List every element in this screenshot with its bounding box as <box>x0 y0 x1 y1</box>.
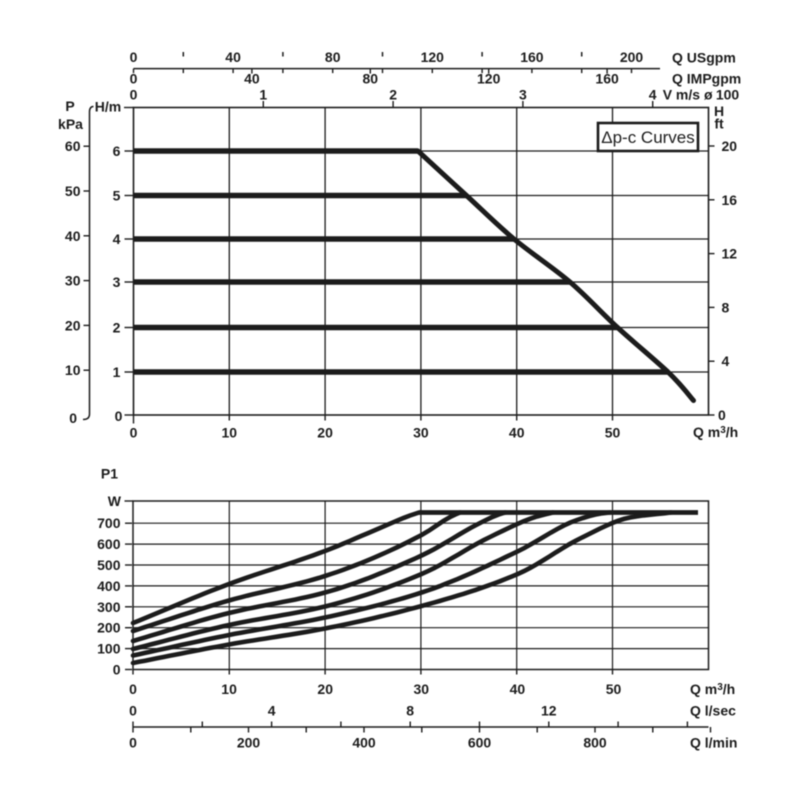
svg-text:V m/s ø: V m/s ø <box>663 87 713 103</box>
svg-text:50: 50 <box>65 183 81 199</box>
svg-text:200: 200 <box>237 735 261 751</box>
svg-text:Q m3/h: Q m3/h <box>693 424 738 440</box>
svg-text:Δp-c Curves: Δp-c Curves <box>601 128 695 147</box>
svg-text:60: 60 <box>65 138 81 154</box>
svg-text:kPa: kPa <box>58 116 83 132</box>
svg-text:200: 200 <box>97 620 121 636</box>
svg-text:20: 20 <box>65 317 81 333</box>
svg-text:4: 4 <box>649 87 657 103</box>
svg-text:W: W <box>108 493 122 509</box>
svg-text:2: 2 <box>389 87 397 103</box>
svg-text:160: 160 <box>595 71 619 87</box>
svg-text:0: 0 <box>130 425 138 441</box>
svg-text:Q l/min: Q l/min <box>690 735 737 751</box>
svg-text:8: 8 <box>406 703 414 719</box>
svg-text:20: 20 <box>722 138 738 154</box>
svg-text:Q l/sec: Q l/sec <box>690 703 736 719</box>
svg-text:100: 100 <box>716 87 740 103</box>
svg-text:120: 120 <box>421 49 445 65</box>
svg-text:600: 600 <box>468 735 492 751</box>
svg-text:10: 10 <box>221 681 237 697</box>
svg-text:160: 160 <box>520 49 544 65</box>
svg-text:0: 0 <box>130 49 138 65</box>
svg-text:100: 100 <box>97 641 121 657</box>
svg-text:H: H <box>714 103 724 119</box>
svg-text:0: 0 <box>130 71 138 87</box>
svg-text:Q IMPgpm: Q IMPgpm <box>672 71 741 87</box>
svg-text:40: 40 <box>65 228 81 244</box>
svg-text:600: 600 <box>97 536 121 552</box>
svg-text:200: 200 <box>620 49 644 65</box>
svg-text:0: 0 <box>113 662 121 678</box>
svg-text:0: 0 <box>129 681 137 697</box>
svg-text:10: 10 <box>65 362 81 378</box>
svg-text:0: 0 <box>718 407 726 423</box>
svg-text:Q m3/h: Q m3/h <box>690 681 735 697</box>
svg-text:30: 30 <box>65 273 81 289</box>
svg-text:300: 300 <box>97 599 121 615</box>
svg-text:30: 30 <box>414 681 430 697</box>
svg-text:H/m: H/m <box>95 99 121 115</box>
svg-text:1: 1 <box>113 364 121 380</box>
svg-text:0: 0 <box>69 410 77 426</box>
svg-text:400: 400 <box>352 735 376 751</box>
svg-text:2: 2 <box>113 320 121 336</box>
svg-text:700: 700 <box>97 515 121 531</box>
svg-text:80: 80 <box>325 49 341 65</box>
svg-text:0: 0 <box>129 703 137 719</box>
svg-text:16: 16 <box>722 192 738 208</box>
svg-text:800: 800 <box>583 735 607 751</box>
svg-text:3: 3 <box>113 274 121 290</box>
svg-text:10: 10 <box>222 425 238 441</box>
svg-text:40: 40 <box>244 71 260 87</box>
svg-text:40: 40 <box>510 681 526 697</box>
svg-text:3: 3 <box>519 87 527 103</box>
svg-text:1: 1 <box>259 87 267 103</box>
svg-text:0: 0 <box>129 735 137 751</box>
svg-text:4: 4 <box>722 353 730 369</box>
svg-text:5: 5 <box>113 188 121 204</box>
svg-text:6: 6 <box>113 143 121 159</box>
svg-text:8: 8 <box>722 299 730 315</box>
svg-text:40: 40 <box>225 49 241 65</box>
svg-text:4: 4 <box>113 231 121 247</box>
svg-text:0: 0 <box>115 408 123 424</box>
svg-text:30: 30 <box>413 425 429 441</box>
svg-text:12: 12 <box>722 246 738 262</box>
svg-text:4: 4 <box>268 703 276 719</box>
svg-text:400: 400 <box>97 578 121 594</box>
svg-text:P: P <box>65 98 74 114</box>
svg-text:50: 50 <box>605 425 621 441</box>
svg-text:Q USgpm: Q USgpm <box>672 50 736 66</box>
svg-text:80: 80 <box>363 71 379 87</box>
svg-text:50: 50 <box>606 681 622 697</box>
svg-text:120: 120 <box>477 71 501 87</box>
svg-text:0: 0 <box>130 87 138 103</box>
svg-text:500: 500 <box>97 557 121 573</box>
svg-text:ft: ft <box>714 116 724 132</box>
svg-text:20: 20 <box>317 425 333 441</box>
svg-text:P1: P1 <box>101 466 118 482</box>
svg-text:20: 20 <box>317 681 333 697</box>
svg-text:12: 12 <box>541 703 557 719</box>
svg-text:40: 40 <box>509 425 525 441</box>
